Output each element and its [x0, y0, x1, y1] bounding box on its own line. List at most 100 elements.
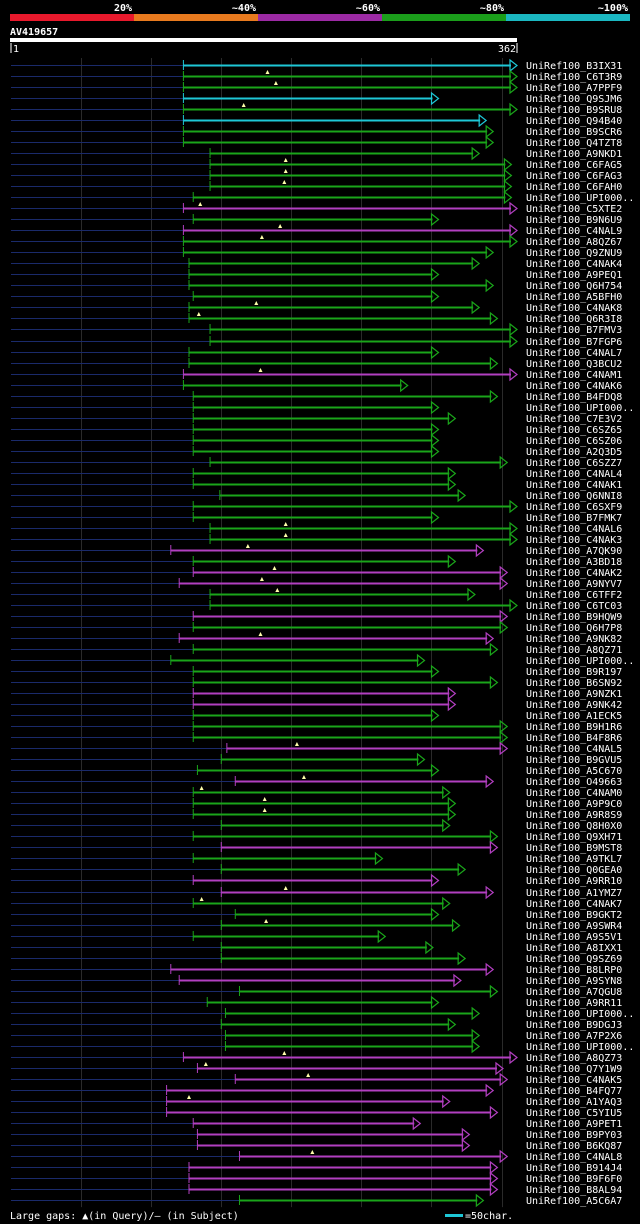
hit-row[interactable]: UniRef100_C4NAK1: [11, 477, 622, 492]
hit-label[interactable]: UniRef100_B9MST8: [526, 843, 622, 854]
hit-label[interactable]: UniRef100_C4NAL8: [526, 1152, 622, 1163]
hit-label[interactable]: UniRef100_A9P9C0: [526, 799, 622, 810]
hit-row[interactable]: UniRef100_UPI000..: [11, 1006, 634, 1021]
hit-row[interactable]: UniRef100_A9SYN8: [11, 973, 622, 988]
hit-row[interactable]: UniRef100_A3BD18: [11, 554, 622, 569]
hit-label[interactable]: UniRef100_B3IX31: [526, 61, 622, 72]
hit-row[interactable]: UniRef100_A9R8S9: [11, 807, 622, 822]
hit-label[interactable]: UniRef100_Q9SJM6: [526, 94, 622, 105]
hit-label[interactable]: UniRef100_A2Q3D5: [526, 447, 622, 458]
hit-row[interactable]: UniRef100_B9F6F0: [11, 1171, 622, 1186]
hit-row[interactable]: UniRef100_C6FAG3: [11, 168, 622, 183]
hit-row[interactable]: UniRef100_C4NAK3: [11, 532, 622, 547]
hit-label[interactable]: UniRef100_C4NAL6: [526, 524, 622, 535]
hit-label[interactable]: UniRef100_C6SZ06: [526, 436, 622, 447]
hit-label[interactable]: UniRef100_B9GVU5: [526, 755, 622, 766]
hit-label[interactable]: UniRef100_Q4TZT8: [526, 138, 622, 149]
hit-label[interactable]: UniRef100_Q3BCU2: [526, 359, 622, 370]
hit-label[interactable]: UniRef100_C7E3V2: [526, 414, 622, 425]
hit-label[interactable]: UniRef100_UPI000..: [526, 1042, 634, 1053]
hit-label[interactable]: UniRef100_A3BD18: [526, 557, 622, 568]
hit-row[interactable]: UniRef100_UPI000..: [11, 190, 634, 205]
hit-row[interactable]: UniRef100_Q7Y1W9: [11, 1061, 622, 1076]
hit-row[interactable]: UniRef100_A9SWR4: [11, 918, 622, 933]
hit-row[interactable]: UniRef100_B7FMK7: [11, 510, 622, 525]
hit-label[interactable]: UniRef100_C4NAM0: [526, 788, 622, 799]
hit-label[interactable]: UniRef100_UPI000..: [526, 1009, 634, 1020]
hit-label[interactable]: UniRef100_B9R197: [526, 667, 622, 678]
hit-row[interactable]: UniRef100_B9R197: [11, 664, 622, 679]
hit-row[interactable]: UniRef100_Q6NNI8: [11, 488, 622, 503]
hit-label[interactable]: UniRef100_C6TFF2: [526, 590, 622, 601]
hit-row[interactable]: UniRef100_B9SCR6: [11, 124, 622, 139]
hit-row[interactable]: UniRef100_A9PET1: [11, 1116, 622, 1131]
hit-label[interactable]: UniRef100_A7QGU8: [526, 987, 622, 998]
hit-row[interactable]: UniRef100_Q4TZT8: [11, 135, 622, 150]
hit-label[interactable]: UniRef100_B4F8R6: [526, 733, 622, 744]
hit-row[interactable]: UniRef100_B9PY03: [11, 1127, 622, 1142]
hit-label[interactable]: UniRef100_C4NAK4: [526, 259, 622, 270]
hit-row[interactable]: UniRef100_B4FDQ8: [11, 389, 622, 404]
hit-row[interactable]: UniRef100_B9GKT2: [11, 907, 622, 922]
hit-row[interactable]: UniRef100_C4NAK5: [11, 1072, 622, 1087]
hit-label[interactable]: UniRef100_B8LRP0: [526, 965, 622, 976]
hit-label[interactable]: UniRef100_A8QZ71: [526, 645, 622, 656]
hit-label[interactable]: UniRef100_B6KQ87: [526, 1141, 622, 1152]
hit-row[interactable]: UniRef100_A9NYV7: [11, 576, 622, 591]
hit-row[interactable]: UniRef100_C6FAH0: [11, 179, 622, 194]
hit-row[interactable]: UniRef100_B8AL94: [11, 1182, 622, 1197]
hit-label[interactable]: UniRef100_B6SN92: [526, 678, 622, 689]
hit-row[interactable]: UniRef100_A9P9C0: [11, 796, 622, 811]
hit-row[interactable]: UniRef100_B9DGJ3: [11, 1017, 622, 1032]
hit-row[interactable]: UniRef100_A9S5V1: [11, 929, 622, 944]
hit-label[interactable]: UniRef100_A7PPF9: [526, 83, 622, 94]
hit-row[interactable]: UniRef100_C4NAL9: [11, 223, 622, 238]
hit-label[interactable]: UniRef100_C5XTE2: [526, 204, 622, 215]
hit-label[interactable]: UniRef100_Q9XH71: [526, 832, 622, 843]
hit-label[interactable]: UniRef100_A9NKD1: [526, 149, 622, 160]
hit-row[interactable]: UniRef100_UPI000..: [11, 1039, 634, 1054]
hit-label[interactable]: UniRef100_A9NZK1: [526, 689, 622, 700]
hit-row[interactable]: UniRef100_A1YAQ3: [11, 1094, 622, 1109]
hit-label[interactable]: UniRef100_B8AL94: [526, 1185, 622, 1196]
hit-label[interactable]: UniRef100_A1YAQ3: [526, 1097, 622, 1108]
hit-row[interactable]: UniRef100_C4NAK4: [11, 256, 622, 271]
hit-row[interactable]: UniRef100_C6SXF9: [11, 499, 622, 514]
hit-label[interactable]: UniRef100_A8IXX1: [526, 943, 622, 954]
hit-row[interactable]: UniRef100_C4NAL6: [11, 521, 622, 536]
hit-label[interactable]: UniRef100_Q9SZ69: [526, 954, 622, 965]
hit-row[interactable]: UniRef100_C6TC03: [11, 598, 622, 613]
hit-label[interactable]: UniRef100_A9R8S9: [526, 810, 622, 821]
hit-row[interactable]: UniRef100_B8LRP0: [11, 962, 622, 977]
hit-label[interactable]: UniRef100_C4NAK2: [526, 568, 622, 579]
hit-label[interactable]: UniRef100_C6TC03: [526, 601, 622, 612]
hit-row[interactable]: UniRef100_B9SRU8: [11, 102, 622, 117]
hit-row[interactable]: UniRef100_B9GVU5: [11, 752, 622, 767]
hit-label[interactable]: UniRef100_B914J4: [526, 1163, 622, 1174]
hit-label[interactable]: UniRef100_B9F6F0: [526, 1174, 622, 1185]
hit-row[interactable]: UniRef100_C4NAK8: [11, 300, 622, 315]
hit-label[interactable]: UniRef100_A9RR11: [526, 998, 622, 1009]
hit-label[interactable]: UniRef100_UPI000..: [526, 193, 634, 204]
hit-label[interactable]: UniRef100_A9PET1: [526, 1119, 622, 1130]
hit-row[interactable]: UniRef100_B7FGP6: [11, 334, 622, 349]
hit-label[interactable]: UniRef100_A1ECK5: [526, 711, 622, 722]
hit-row[interactable]: UniRef100_B7FMV3: [11, 322, 622, 337]
hit-label[interactable]: UniRef100_A9SWR4: [526, 921, 622, 932]
hit-row[interactable]: UniRef100_Q6H754: [11, 278, 622, 293]
hit-label[interactable]: UniRef100_Q0GEA0: [526, 865, 622, 876]
hit-label[interactable]: UniRef100_A5BFH0: [526, 292, 622, 303]
hit-row[interactable]: UniRef100_Q9XH71: [11, 829, 622, 844]
hit-label[interactable]: UniRef100_B7FMK7: [526, 513, 622, 524]
hit-row[interactable]: UniRef100_O49663: [11, 774, 622, 789]
hit-label[interactable]: UniRef100_C4NAM1: [526, 370, 622, 381]
hit-row[interactable]: UniRef100_A5BFH0: [11, 289, 622, 304]
hit-row[interactable]: UniRef100_C5YIU5: [11, 1105, 622, 1120]
hit-label[interactable]: UniRef100_A9S5V1: [526, 932, 622, 943]
hit-row[interactable]: UniRef100_B3IX31: [11, 58, 622, 73]
hit-row[interactable]: UniRef100_A7QK90: [11, 543, 622, 558]
hit-label[interactable]: UniRef100_C4NAK3: [526, 535, 622, 546]
hit-label[interactable]: UniRef100_A7QK90: [526, 546, 622, 557]
hit-label[interactable]: UniRef100_C4NAK8: [526, 303, 622, 314]
hit-label[interactable]: UniRef100_Q6H754: [526, 281, 622, 292]
